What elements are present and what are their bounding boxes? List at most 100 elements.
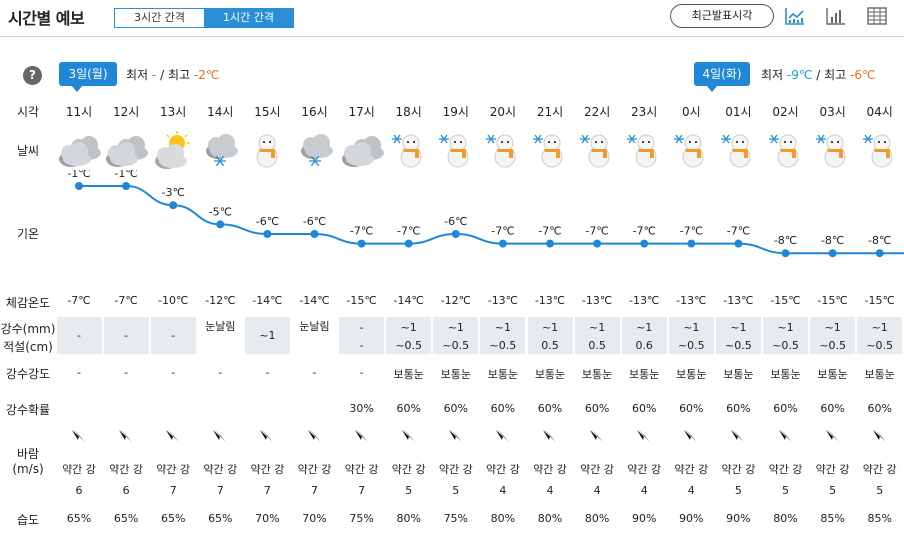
wind-strength: 약간 강	[485, 463, 520, 476]
intensity-value: -	[312, 366, 317, 379]
temperature-point	[498, 239, 507, 248]
tab-1-hour[interactable]: 1시간 간격	[204, 9, 293, 27]
precip-prob-value: 60%	[396, 402, 421, 415]
wind-direction-icon	[260, 429, 274, 442]
humidity-value: 75%	[443, 512, 469, 525]
hour-label: 18시	[395, 105, 422, 119]
hour-label: 16시	[301, 105, 328, 119]
separator: /	[816, 68, 821, 82]
humidity-value: 65%	[208, 512, 233, 525]
precip-cell	[668, 317, 714, 354]
feels-like-value: -13℃	[676, 294, 707, 307]
min-label: 최저	[126, 68, 149, 82]
day2-badge: 4일(화)	[694, 62, 750, 92]
precip-cell	[197, 317, 243, 354]
day1-min-max: 최저 - / 최고 -2℃	[126, 66, 219, 83]
feels-like-value: -13℃	[487, 294, 519, 307]
intensity-value: 보통눈	[864, 368, 895, 381]
feels-like-value: -7℃	[114, 294, 138, 307]
wind-direction-icon	[401, 429, 415, 442]
humidity-value: 65%	[160, 512, 186, 525]
intensity-value: 보통눈	[676, 368, 707, 381]
row-label-weather: 날씨	[16, 144, 40, 158]
snow-cloud-icon	[206, 134, 239, 167]
humidity-value: 80%	[537, 512, 563, 525]
wind-strength: 약간 강	[533, 463, 567, 476]
intensity-value: 보통눈	[393, 368, 424, 381]
wind-direction-icon	[872, 429, 886, 442]
tab-3-hour[interactable]: 3시간 간격	[115, 9, 204, 27]
snow-value: 0.5	[541, 339, 559, 352]
precip-cell	[339, 317, 385, 354]
feels-like-value: -14℃	[299, 294, 330, 307]
wind-direction-icon	[825, 429, 839, 442]
help-icon[interactable]: ?	[23, 66, 42, 85]
table-icon[interactable]	[866, 6, 888, 26]
wind-strength: 약간 강	[580, 463, 615, 476]
wind-direction-icon	[72, 429, 85, 442]
wind-direction-icon	[495, 429, 509, 442]
day1-min: -	[151, 68, 157, 82]
snowman-snow-icon	[815, 134, 846, 168]
day2-min: -9℃	[786, 68, 813, 82]
snow-value: ~0.5	[677, 339, 705, 352]
row-label-prob: 강수확률	[5, 403, 51, 417]
snowman-icon	[256, 134, 278, 168]
wind-strength: 약간 강	[438, 463, 473, 476]
temperature-line-chart: -1℃ -1℃ -3℃ -5℃ -6℃ -6℃ -7℃ -7℃ -6℃ -7℃ -7℃ -7℃ -7℃ -…	[67, 170, 904, 258]
wind-speed: 5	[876, 484, 884, 497]
wind-direction-icon	[307, 429, 321, 442]
wind-direction-icon	[543, 429, 556, 442]
feels-like-value: -15℃	[864, 294, 895, 307]
intensity-value: 보통눈	[487, 368, 519, 381]
precip-cell	[433, 317, 479, 354]
wind-strength: 약간 강	[815, 463, 850, 476]
snowman-snow-icon	[438, 134, 469, 168]
precip-value: ~1	[588, 321, 606, 334]
temperature-label: -8℃	[774, 234, 797, 247]
temperature-point	[828, 249, 837, 258]
snowman-snow-icon	[674, 134, 704, 168]
wind-strength: 약간 강	[156, 463, 191, 476]
row-label-humidity: 습도	[16, 513, 40, 527]
precip-cell	[386, 317, 432, 354]
wind-strength: 약간 강	[674, 463, 709, 476]
line-chart-icon[interactable]	[784, 6, 806, 26]
temperature-point	[640, 239, 649, 248]
temperature-label: -1℃	[67, 170, 90, 180]
temperature-point	[546, 239, 554, 248]
snow-value: -	[359, 339, 364, 352]
temperature-label: -6℃	[303, 215, 326, 228]
latest-release-button[interactable]: 최근발표시각	[670, 4, 774, 28]
feels-like-value: -13℃	[629, 294, 660, 307]
precip-prob-value: 60%	[631, 402, 657, 415]
humidity-value: 65%	[113, 512, 139, 525]
temperature-point	[357, 239, 366, 248]
wind-direction-icon	[637, 429, 651, 442]
snow-value: ~0.5	[442, 339, 470, 352]
wind-direction-icon	[778, 429, 792, 442]
humidity-value: 90%	[726, 512, 751, 525]
temperature-label: -7℃	[397, 225, 420, 238]
wind-speed: 7	[216, 484, 224, 497]
bar-chart-icon[interactable]	[825, 6, 847, 26]
wind-speed: 7	[169, 484, 177, 497]
temperature-label: -3℃	[162, 186, 185, 199]
feels-like-value: -12℃	[440, 294, 471, 307]
intensity-value: 보통눈	[770, 368, 801, 381]
wind-speed: 7	[311, 484, 318, 497]
temperature-label: -7℃	[680, 225, 703, 238]
snowman-snow-icon	[391, 134, 422, 168]
wind-direction-icon	[731, 429, 745, 442]
intensity-value: -	[124, 366, 129, 379]
temperature-label: -6℃	[444, 215, 467, 228]
wind-speed: 4	[593, 484, 601, 497]
temperature-label: -8℃	[868, 234, 891, 247]
temperature-label: -1℃	[114, 170, 137, 180]
feels-like-value: -15℃	[817, 294, 848, 307]
max-label: 최고	[824, 68, 847, 82]
wind-speed: 5	[405, 484, 413, 497]
snow-value: ~0.5	[395, 339, 423, 352]
wind-direction-icon	[166, 429, 180, 442]
temperature-label: -7℃	[633, 225, 656, 238]
